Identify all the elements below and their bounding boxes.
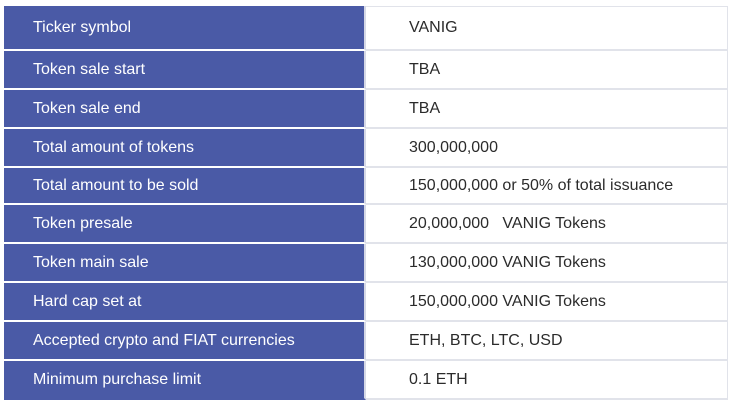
row-label-total-amount-to-be-sold: Total amount to be sold [4,168,366,205]
row-label-accepted-currencies: Accepted crypto and FIAT currencies [4,322,366,361]
row-label-minimum-purchase-limit: Minimum purchase limit [4,361,366,400]
table-row: Minimum purchase limit 0.1 ETH [4,361,728,400]
token-sale-details-table: Ticker symbol VANIG Token sale start TBA… [4,6,728,400]
row-value-token-main-sale: 130,000,000 VANIG Tokens [366,244,728,283]
row-value-ticker-symbol: VANIG [366,6,728,51]
row-label-hard-cap: Hard cap set at [4,283,366,322]
table-row: Hard cap set at 150,000,000 VANIG Tokens [4,283,728,322]
row-value-token-sale-end: TBA [366,90,728,129]
table-row: Ticker symbol VANIG [4,6,728,51]
row-value-total-amount-of-tokens: 300,000,000 [366,129,728,168]
row-label-token-presale: Token presale [4,205,366,244]
row-value-token-presale: 20,000,000 VANIG Tokens [366,205,728,244]
table-row: Token main sale 130,000,000 VANIG Tokens [4,244,728,283]
row-label-token-sale-end: Token sale end [4,90,366,129]
row-value-minimum-purchase-limit: 0.1 ETH [366,361,728,400]
table-row: Token presale 20,000,000 VANIG Tokens [4,205,728,244]
row-label-total-amount-of-tokens: Total amount of tokens [4,129,366,168]
row-label-token-sale-start: Token sale start [4,51,366,90]
row-value-hard-cap: 150,000,000 VANIG Tokens [366,283,728,322]
row-label-token-main-sale: Token main sale [4,244,366,283]
token-presale-value-text: 20,000,000 VANIG Tokens [409,214,606,232]
table-row: Total amount to be sold 150,000,000 or 5… [4,168,728,205]
row-value-total-amount-to-be-sold: 150,000,000 or 50% of total issuance [366,168,728,205]
table-row: Total amount of tokens 300,000,000 [4,129,728,168]
table-row: Token sale start TBA [4,51,728,90]
row-label-ticker-symbol: Ticker symbol [4,6,366,51]
table-row: Token sale end TBA [4,90,728,129]
table-row: Accepted crypto and FIAT currencies ETH,… [4,322,728,361]
row-value-token-sale-start: TBA [366,51,728,90]
row-value-accepted-currencies: ETH, BTC, LTC, USD [366,322,728,361]
